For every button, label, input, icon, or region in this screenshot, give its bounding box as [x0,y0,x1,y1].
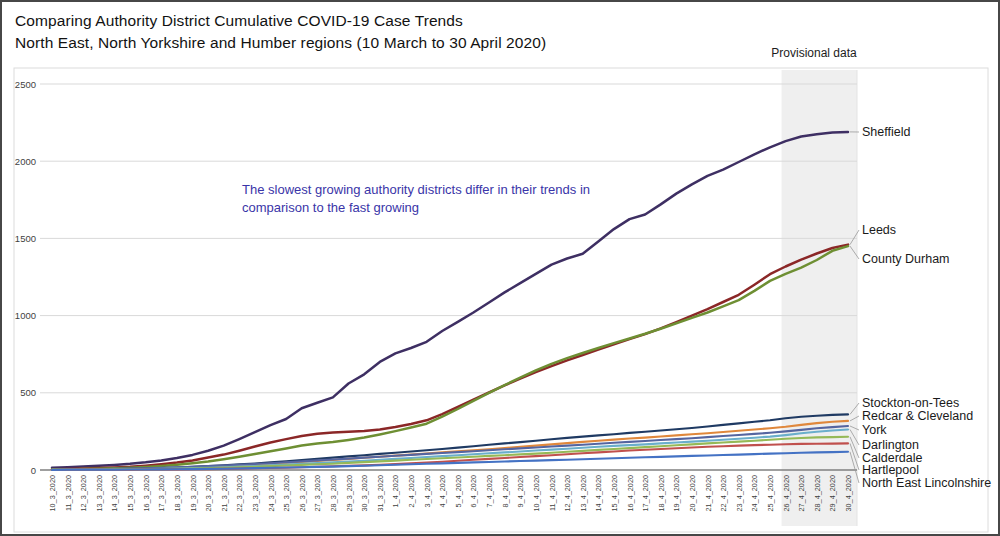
x-tick-label: 22_3_2020 [235,475,244,512]
x-tick-label: 15_4_2020 [610,475,619,512]
x-tick-label: 25_4_2020 [766,475,775,512]
x-tick-label: 7_4_2020 [485,475,494,507]
x-tick-label: 19_4_2020 [672,475,681,512]
x-tick-label: 26_3_2020 [298,475,307,512]
x-tick-label: 18_3_2020 [173,475,182,512]
series-label-leeds: Leeds [862,223,896,237]
x-tick-label: 23_3_2020 [251,475,260,512]
x-tick-label: 20_3_2020 [204,475,213,512]
series-label-north-east-lincolnshire: North East Lincolnshire [862,476,991,490]
x-tick-label: 11_3_2020 [64,475,73,511]
x-tick-label: 10_4_2020 [532,475,541,512]
x-tick-label: 30_3_2020 [360,475,369,512]
x-tick-label: 3_4_2020 [423,475,432,507]
x-tick-label: 21_3_2020 [220,475,229,512]
x-tick-label: 15_3_2020 [126,475,135,512]
x-tick-label: 29_4_2020 [828,475,837,512]
x-tick-label: 14_3_2020 [110,475,119,512]
x-tick-label: 17_3_2020 [157,475,166,512]
x-tick-label: 1_4_2020 [391,475,400,507]
x-tick-label: 22_4_2020 [719,475,728,512]
line-chart: 0 500 1000 1500 2000 2500 10_3_2020 11_3_2020 12… [2,2,1000,536]
x-tick-label: 16_4_2020 [626,475,635,512]
series-label-county-durham: County Durham [862,252,950,266]
x-tick-label: 30_4_2020 [844,475,853,512]
x-tick-label: 8_4_2020 [501,475,510,507]
series-label-redcar-cleveland: Redcar & Cleveland [862,409,973,423]
x-tick-label: 9_4_2020 [516,475,525,507]
x-tick-label: 25_3_2020 [282,475,291,512]
y-tick-label: 2000 [15,156,36,167]
x-tick-label: 19_3_2020 [189,475,198,512]
x-tick-label: 13_3_2020 [95,475,104,512]
x-tick-label: 5_4_2020 [454,475,463,507]
x-tick-label: 31_3_2020 [376,475,385,512]
x-tick-label: 10_3_2020 [48,475,57,512]
x-tick-label: 23_4_2020 [735,475,744,512]
series-label-sheffield: Sheffield [862,125,910,139]
series-label-darlington: Darlington [862,438,919,452]
x-tick-label: 12_4_2020 [563,475,572,512]
x-tick-label: 16_3_2020 [142,475,151,512]
series-label-hartlepool: Hartlepool [862,463,919,477]
x-tick-label: 24_3_2020 [267,475,276,512]
x-tick-label: 29_3_2020 [345,475,354,512]
x-tick-label: 21_4_2020 [704,475,713,512]
x-tick-label: 26_4_2020 [782,475,791,512]
x-tick-label: 14_4_2020 [594,475,603,512]
y-tick-label: 2500 [15,79,36,90]
series-label-stockton-on-tees: Stockton-on-Tees [862,396,959,410]
y-tick-label: 1000 [15,310,36,321]
y-tick-label: 0 [31,465,36,476]
x-tick-label: 20_4_2020 [688,475,697,512]
x-tick-label: 4_4_2020 [438,475,447,507]
y-tick-label: 1500 [15,233,36,244]
x-tick-label: 12_3_2020 [79,475,88,512]
x-tick-label: 27_4_2020 [797,475,806,512]
y-tick-label: 500 [20,387,36,398]
x-tick-label: 18_4_2020 [657,475,666,512]
chart-container: Comparing Authority District Cumulative … [0,0,1000,536]
x-tick-label: 28_3_2020 [329,475,338,512]
x-tick-label: 11_4_2020 [548,475,557,511]
series-label-york: York [862,423,887,437]
x-tick-label: 2_4_2020 [407,475,416,507]
x-tick-label: 6_4_2020 [469,475,478,507]
x-tick-label: 27_3_2020 [313,475,322,512]
x-tick-label: 13_4_2020 [579,475,588,512]
x-tick-label: 24_4_2020 [750,475,759,512]
x-tick-label: 17_4_2020 [641,475,650,512]
x-tick-label: 28_4_2020 [813,475,822,512]
